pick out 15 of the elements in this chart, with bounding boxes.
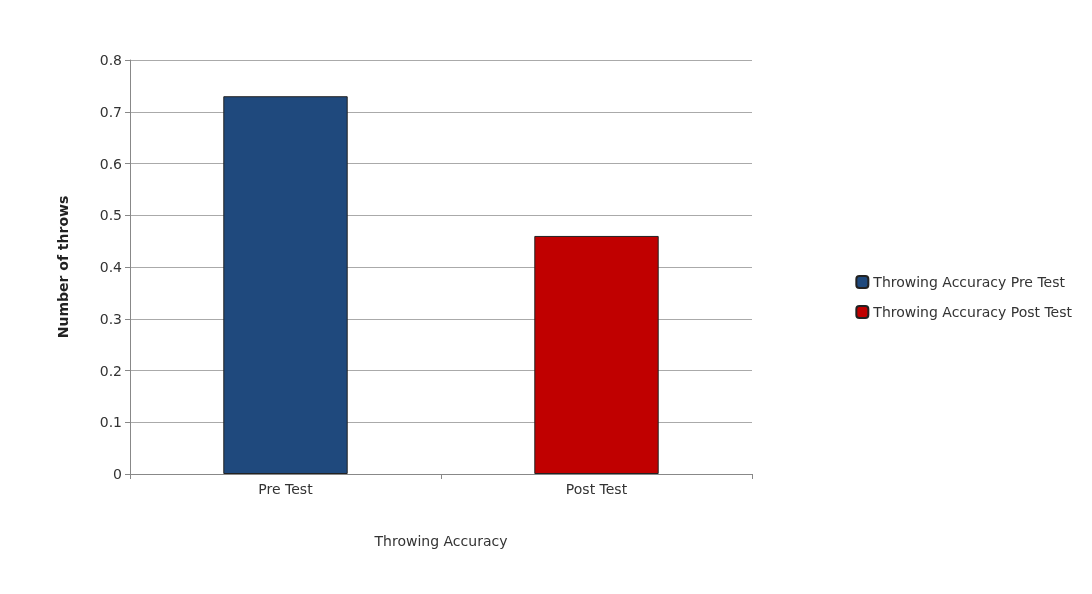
y-axis-title: Number of throws [55, 195, 71, 339]
legend-label: Throwing Accuracy Post Test [872, 304, 1073, 320]
y-tick-label: 0.5 [99, 207, 122, 224]
x-axis-title: Throwing Accuracy [373, 533, 508, 549]
y-tick-label: 0.4 [99, 259, 123, 275]
y-tick-label: 0.8 [99, 52, 122, 68]
y-tick-label: 0.2 [99, 362, 122, 379]
y-tick-label: 0.3 [99, 310, 122, 327]
x-tick-label: Post Test [565, 481, 628, 497]
legend-label: Throwing Accuracy Pre Test [872, 274, 1066, 290]
y-tick-label: 0.7 [99, 103, 122, 120]
y-tick-label: 0 [113, 466, 122, 482]
y-tick-label: 0.6 [99, 155, 123, 172]
x-tick-label: Pre Test [258, 481, 314, 497]
y-tick-label: 0.1 [99, 414, 122, 431]
